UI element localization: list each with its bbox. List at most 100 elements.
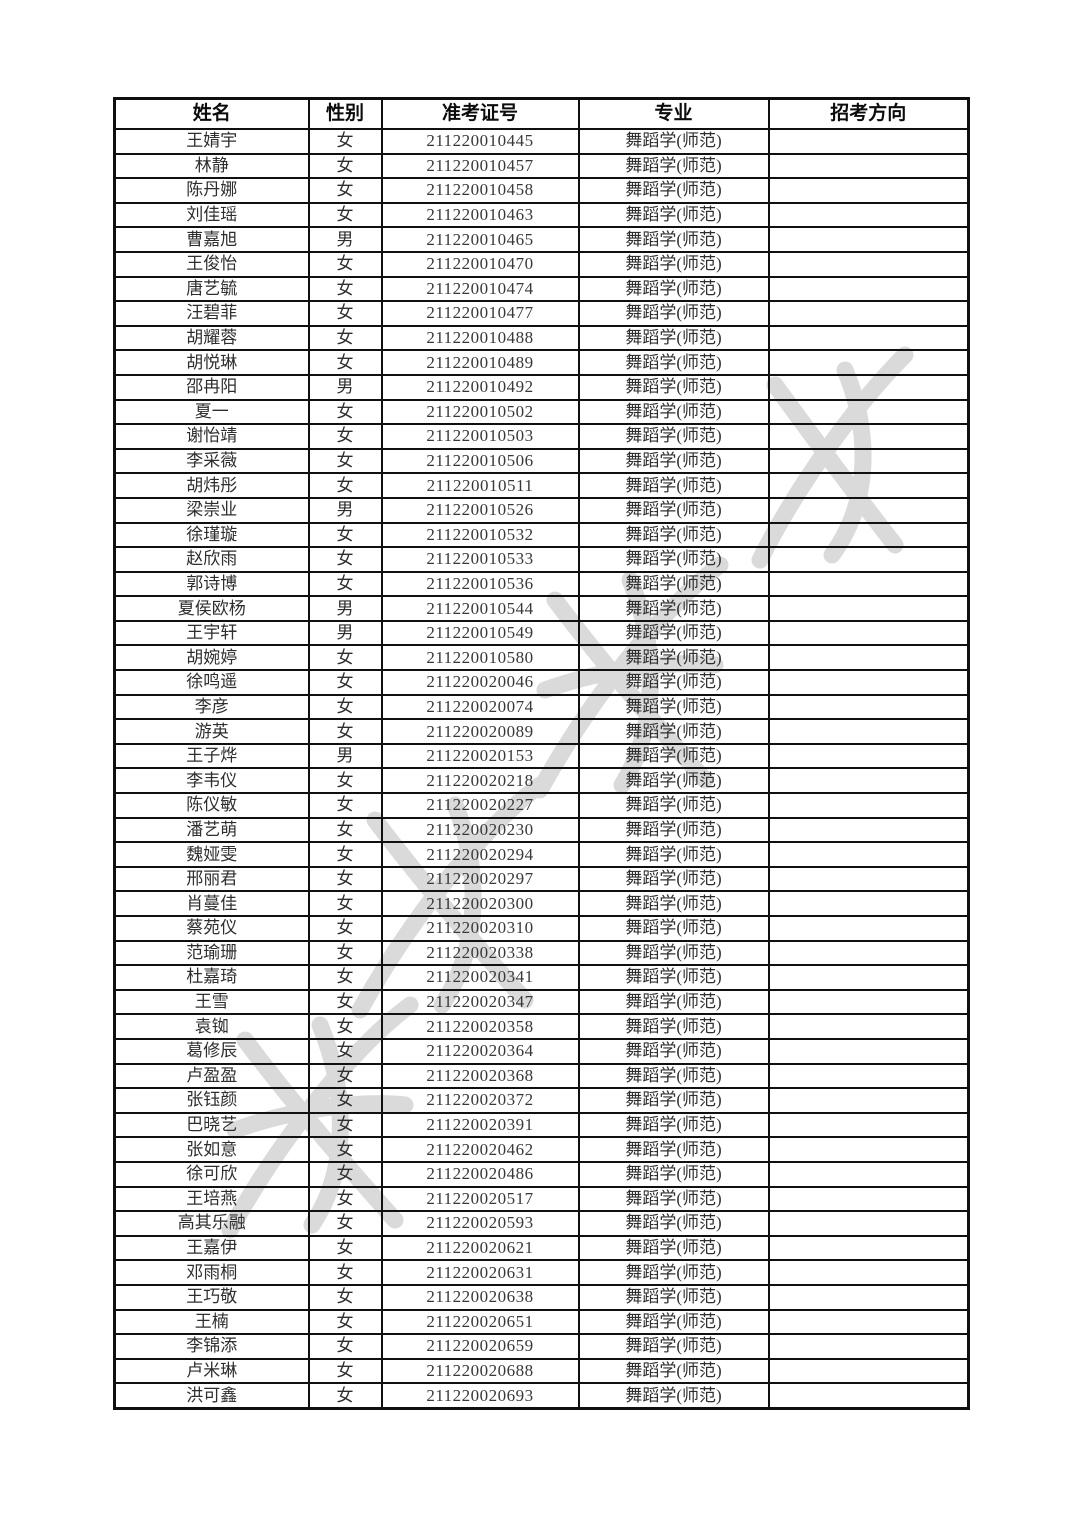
direction-cell bbox=[767, 1333, 970, 1360]
direction-cell bbox=[767, 373, 970, 401]
gender-cell: 女 bbox=[307, 324, 383, 352]
exam-number-cell: 211220020230 bbox=[380, 816, 580, 844]
major-cell: 舞蹈学(师范) bbox=[577, 128, 770, 155]
table-row: 王婧宇女 211220010445 舞蹈学(师范) bbox=[113, 128, 970, 155]
direction-cell bbox=[767, 915, 970, 942]
major-cell: 舞蹈学(师范) bbox=[577, 890, 770, 917]
direction-cell bbox=[767, 1037, 970, 1065]
exam-number-cell: 211220010533 bbox=[380, 546, 580, 573]
major-cell: 舞蹈学(师范) bbox=[577, 619, 770, 647]
table-row: 游英女 211220020089 舞蹈学(师范) bbox=[113, 718, 970, 745]
name-cell: 徐瑾璇 bbox=[113, 521, 310, 549]
table-row: 洪可鑫女 211220020693 舞蹈学(师范) bbox=[113, 1382, 970, 1410]
name-cell: 卢米琳 bbox=[113, 1357, 310, 1385]
table-row: 王子烨男 211220020153 舞蹈学(师范) bbox=[113, 742, 970, 770]
table-row: 曹嘉旭男 211220010465 舞蹈学(师范) bbox=[113, 226, 970, 253]
gender-cell: 女 bbox=[307, 1308, 383, 1336]
direction-cell bbox=[767, 521, 970, 549]
table-row: 王俊怡女 211220010470 舞蹈学(师范) bbox=[113, 250, 970, 278]
exam-number-cell: 211220010532 bbox=[380, 521, 580, 549]
name-cell: 唐艺毓 bbox=[113, 275, 310, 303]
exam-number-cell: 211220020358 bbox=[380, 1013, 580, 1040]
major-cell: 舞蹈学(师范) bbox=[577, 1333, 770, 1360]
direction-cell bbox=[767, 447, 970, 475]
gender-cell: 女 bbox=[307, 250, 383, 278]
name-cell: 王嘉伊 bbox=[113, 1234, 310, 1262]
direction-cell bbox=[767, 816, 970, 844]
major-cell: 舞蹈学(师范) bbox=[577, 1210, 770, 1237]
candidate-roster-table: 姓名 性别 准考证号 专业 招考方向 王婧宇女 211220010445 舞蹈学(师… bbox=[113, 97, 970, 1410]
major-cell: 舞蹈学(师范) bbox=[577, 1160, 770, 1188]
name-cell: 游英 bbox=[113, 718, 310, 745]
name-cell: 袁铷 bbox=[113, 1013, 310, 1040]
name-cell: 汪碧菲 bbox=[113, 300, 310, 327]
table-row: 王嘉伊女 211220020621 舞蹈学(师范) bbox=[113, 1234, 970, 1262]
gender-cell: 女 bbox=[307, 1259, 383, 1286]
table-row: 陈仪敏女 211220020227 舞蹈学(师范) bbox=[113, 792, 970, 819]
direction-cell bbox=[767, 595, 970, 622]
exam-number-cell: 211220010549 bbox=[380, 619, 580, 647]
name-cell: 徐鸣遥 bbox=[113, 669, 310, 696]
table-row: 徐可欣女 211220020486 舞蹈学(师范) bbox=[113, 1160, 970, 1188]
direction-cell bbox=[767, 988, 970, 1016]
gender-cell: 女 bbox=[307, 1087, 383, 1114]
gender-cell: 女 bbox=[307, 152, 383, 180]
major-cell: 舞蹈学(师范) bbox=[577, 767, 770, 795]
direction-cell bbox=[767, 152, 970, 180]
name-cell: 高其乐融 bbox=[113, 1210, 310, 1237]
direction-cell bbox=[767, 1160, 970, 1188]
table-row: 李采薇女 211220010506 舞蹈学(师范) bbox=[113, 447, 970, 475]
gender-cell: 女 bbox=[307, 1185, 383, 1213]
gender-cell: 女 bbox=[307, 865, 383, 893]
direction-cell bbox=[767, 275, 970, 303]
name-cell: 王子烨 bbox=[113, 742, 310, 770]
gender-cell: 女 bbox=[307, 1382, 383, 1410]
direction-cell bbox=[767, 1136, 970, 1163]
name-cell: 巴晓艺 bbox=[113, 1111, 310, 1139]
exam-number-cell: 211220010488 bbox=[380, 324, 580, 352]
direction-cell bbox=[767, 250, 970, 278]
direction-cell bbox=[767, 177, 970, 204]
exam-number-cell: 211220010580 bbox=[380, 644, 580, 672]
name-cell: 卢盈盈 bbox=[113, 1062, 310, 1090]
name-cell: 林静 bbox=[113, 152, 310, 180]
major-cell: 舞蹈学(师范) bbox=[577, 1185, 770, 1213]
exam-number-cell: 211220010526 bbox=[380, 496, 580, 524]
exam-number-cell: 211220010458 bbox=[380, 177, 580, 204]
table-row: 郭诗博女 211220010536 舞蹈学(师范) bbox=[113, 570, 970, 598]
name-cell: 张如意 bbox=[113, 1136, 310, 1163]
direction-cell bbox=[767, 644, 970, 672]
direction-cell bbox=[767, 472, 970, 499]
gender-cell: 女 bbox=[307, 767, 383, 795]
gender-cell: 男 bbox=[307, 619, 383, 647]
direction-cell bbox=[767, 423, 970, 450]
table-row: 高其乐融女 211220020593 舞蹈学(师范) bbox=[113, 1210, 970, 1237]
table-row: 袁铷女 211220020358 舞蹈学(师范) bbox=[113, 1013, 970, 1040]
table-row: 胡悦琳女 211220010489 舞蹈学(师范) bbox=[113, 349, 970, 376]
direction-cell bbox=[767, 964, 970, 991]
exam-number-cell: 211220020688 bbox=[380, 1357, 580, 1385]
gender-cell: 女 bbox=[307, 669, 383, 696]
exam-number-cell: 211220010544 bbox=[380, 595, 580, 622]
table-row: 王巧敬女 211220020638 舞蹈学(师范) bbox=[113, 1283, 970, 1311]
direction-cell bbox=[767, 1308, 970, 1336]
name-cell: 王巧敬 bbox=[113, 1283, 310, 1311]
direction-cell bbox=[767, 546, 970, 573]
gender-cell: 女 bbox=[307, 1234, 383, 1262]
exam-number-cell: 211220020341 bbox=[380, 964, 580, 991]
table-row: 卢盈盈女 211220020368 舞蹈学(师范) bbox=[113, 1062, 970, 1090]
gender-cell: 女 bbox=[307, 349, 383, 376]
direction-cell bbox=[767, 496, 970, 524]
exam-number-cell: 211220020227 bbox=[380, 792, 580, 819]
table-row: 徐瑾璇女 211220010532 舞蹈学(师范) bbox=[113, 521, 970, 549]
direction-cell bbox=[767, 128, 970, 155]
table-row: 王培燕女 211220020517 舞蹈学(师范) bbox=[113, 1185, 970, 1213]
direction-cell bbox=[767, 1185, 970, 1213]
table-row: 张钰颜女 211220020372 舞蹈学(师范) bbox=[113, 1087, 970, 1114]
direction-cell bbox=[767, 300, 970, 327]
name-cell: 潘艺萌 bbox=[113, 816, 310, 844]
name-cell: 夏一 bbox=[113, 398, 310, 426]
major-cell: 舞蹈学(师范) bbox=[577, 1013, 770, 1040]
table-row: 汪碧菲女 211220010477 舞蹈学(师范) bbox=[113, 300, 970, 327]
